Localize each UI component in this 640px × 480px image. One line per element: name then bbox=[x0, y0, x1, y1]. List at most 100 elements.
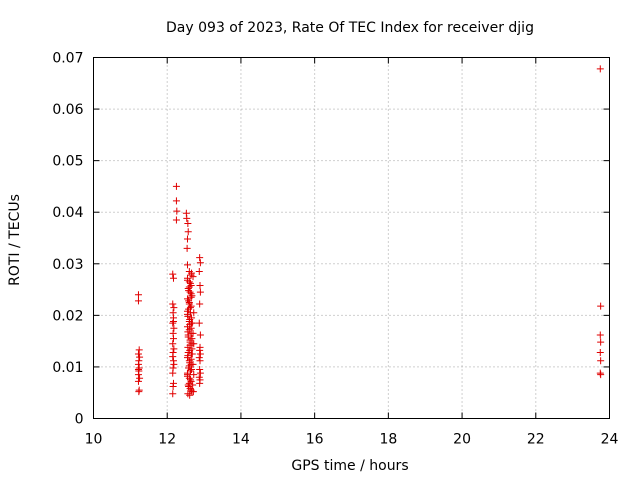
x-tick-label: 10 bbox=[85, 432, 103, 448]
x-tick-label: 24 bbox=[601, 432, 619, 448]
grid-lines bbox=[93, 57, 610, 419]
data-point bbox=[186, 391, 194, 399]
x-tick-label: 12 bbox=[158, 432, 176, 448]
data-point bbox=[596, 331, 604, 339]
data-point bbox=[188, 314, 196, 322]
chart-title: Day 093 of 2023, Rate Of TEC Index for r… bbox=[166, 20, 534, 36]
data-point bbox=[190, 340, 198, 348]
data-point bbox=[196, 288, 204, 296]
data-point bbox=[189, 360, 197, 368]
data-point bbox=[169, 274, 177, 282]
data-point bbox=[185, 362, 193, 370]
data-point bbox=[169, 335, 177, 343]
data-point bbox=[184, 228, 192, 236]
x-tick-label: 14 bbox=[232, 432, 250, 448]
data-point bbox=[188, 350, 196, 358]
data-point bbox=[188, 269, 196, 277]
data-point bbox=[169, 318, 177, 326]
data-point bbox=[135, 388, 143, 396]
data-point bbox=[170, 304, 178, 312]
data-point bbox=[134, 297, 142, 305]
data-point bbox=[169, 270, 177, 278]
data-point bbox=[195, 268, 203, 276]
data-point bbox=[196, 369, 204, 377]
data-point bbox=[169, 340, 177, 348]
data-point bbox=[196, 350, 204, 358]
data-point bbox=[185, 287, 193, 295]
data-point bbox=[183, 235, 191, 243]
data-point bbox=[190, 371, 198, 379]
data-point bbox=[136, 374, 144, 382]
data-point bbox=[196, 346, 204, 354]
data-point bbox=[172, 182, 180, 190]
data-point bbox=[186, 288, 194, 296]
data-point bbox=[196, 379, 204, 387]
data-point bbox=[185, 297, 193, 305]
plot-frame bbox=[93, 57, 610, 419]
y-tick-label: 0.01 bbox=[52, 360, 83, 376]
data-point bbox=[183, 307, 191, 315]
y-axis-ticks: 0 0.01 0.02 0.03 0.04 0.05 0.06 0.07 bbox=[52, 51, 610, 428]
data-point bbox=[596, 348, 604, 356]
data-point bbox=[196, 357, 204, 365]
y-tick-label: 0.04 bbox=[52, 205, 83, 221]
data-point bbox=[134, 366, 142, 374]
data-point bbox=[184, 220, 192, 228]
data-point bbox=[183, 214, 191, 222]
data-point bbox=[195, 319, 203, 327]
y-tick-label: 0.02 bbox=[52, 308, 83, 324]
data-point bbox=[170, 360, 178, 368]
data-point bbox=[184, 348, 192, 356]
data-point bbox=[169, 309, 177, 317]
data-point bbox=[170, 324, 178, 332]
data-point bbox=[186, 341, 194, 349]
data-point bbox=[597, 302, 605, 310]
data-point bbox=[196, 366, 204, 374]
data-point bbox=[134, 291, 142, 299]
data-point bbox=[596, 65, 604, 73]
data-point bbox=[185, 379, 193, 387]
data-point bbox=[187, 355, 195, 363]
y-tick-label: 0.03 bbox=[52, 257, 83, 273]
data-point bbox=[183, 369, 191, 377]
data-point bbox=[188, 319, 196, 327]
y-tick-label: 0.06 bbox=[52, 102, 83, 118]
x-tick-label: 20 bbox=[453, 432, 471, 448]
data-point bbox=[186, 279, 194, 287]
data-point bbox=[136, 353, 144, 361]
data-point bbox=[189, 381, 197, 389]
x-tick-label: 16 bbox=[306, 432, 324, 448]
data-point bbox=[135, 346, 143, 354]
data-point bbox=[187, 293, 195, 301]
data-points bbox=[134, 65, 605, 399]
data-point bbox=[169, 383, 177, 391]
data-point bbox=[185, 283, 193, 291]
data-point bbox=[169, 319, 177, 327]
data-point bbox=[189, 273, 197, 281]
data-point bbox=[184, 328, 192, 336]
data-point bbox=[183, 261, 191, 269]
data-point bbox=[196, 331, 204, 339]
y-tick-label: 0.05 bbox=[52, 154, 83, 170]
data-point bbox=[186, 304, 194, 312]
data-point bbox=[134, 350, 142, 358]
data-point bbox=[195, 354, 203, 362]
data-point bbox=[169, 369, 177, 377]
data-point bbox=[173, 207, 181, 215]
data-point bbox=[597, 338, 605, 346]
data-point bbox=[172, 216, 180, 224]
data-point bbox=[190, 309, 198, 317]
data-point bbox=[187, 324, 195, 332]
data-point bbox=[183, 276, 191, 284]
data-point bbox=[169, 353, 177, 361]
data-point bbox=[597, 371, 605, 379]
y-tick-label: 0.07 bbox=[52, 51, 83, 67]
data-point bbox=[196, 254, 204, 262]
data-point bbox=[172, 197, 180, 205]
data-point bbox=[189, 388, 197, 396]
data-point bbox=[196, 281, 204, 289]
data-point bbox=[185, 383, 193, 391]
data-point bbox=[196, 300, 204, 308]
data-point bbox=[170, 345, 178, 353]
x-axis-label: GPS time / hours bbox=[291, 458, 408, 474]
